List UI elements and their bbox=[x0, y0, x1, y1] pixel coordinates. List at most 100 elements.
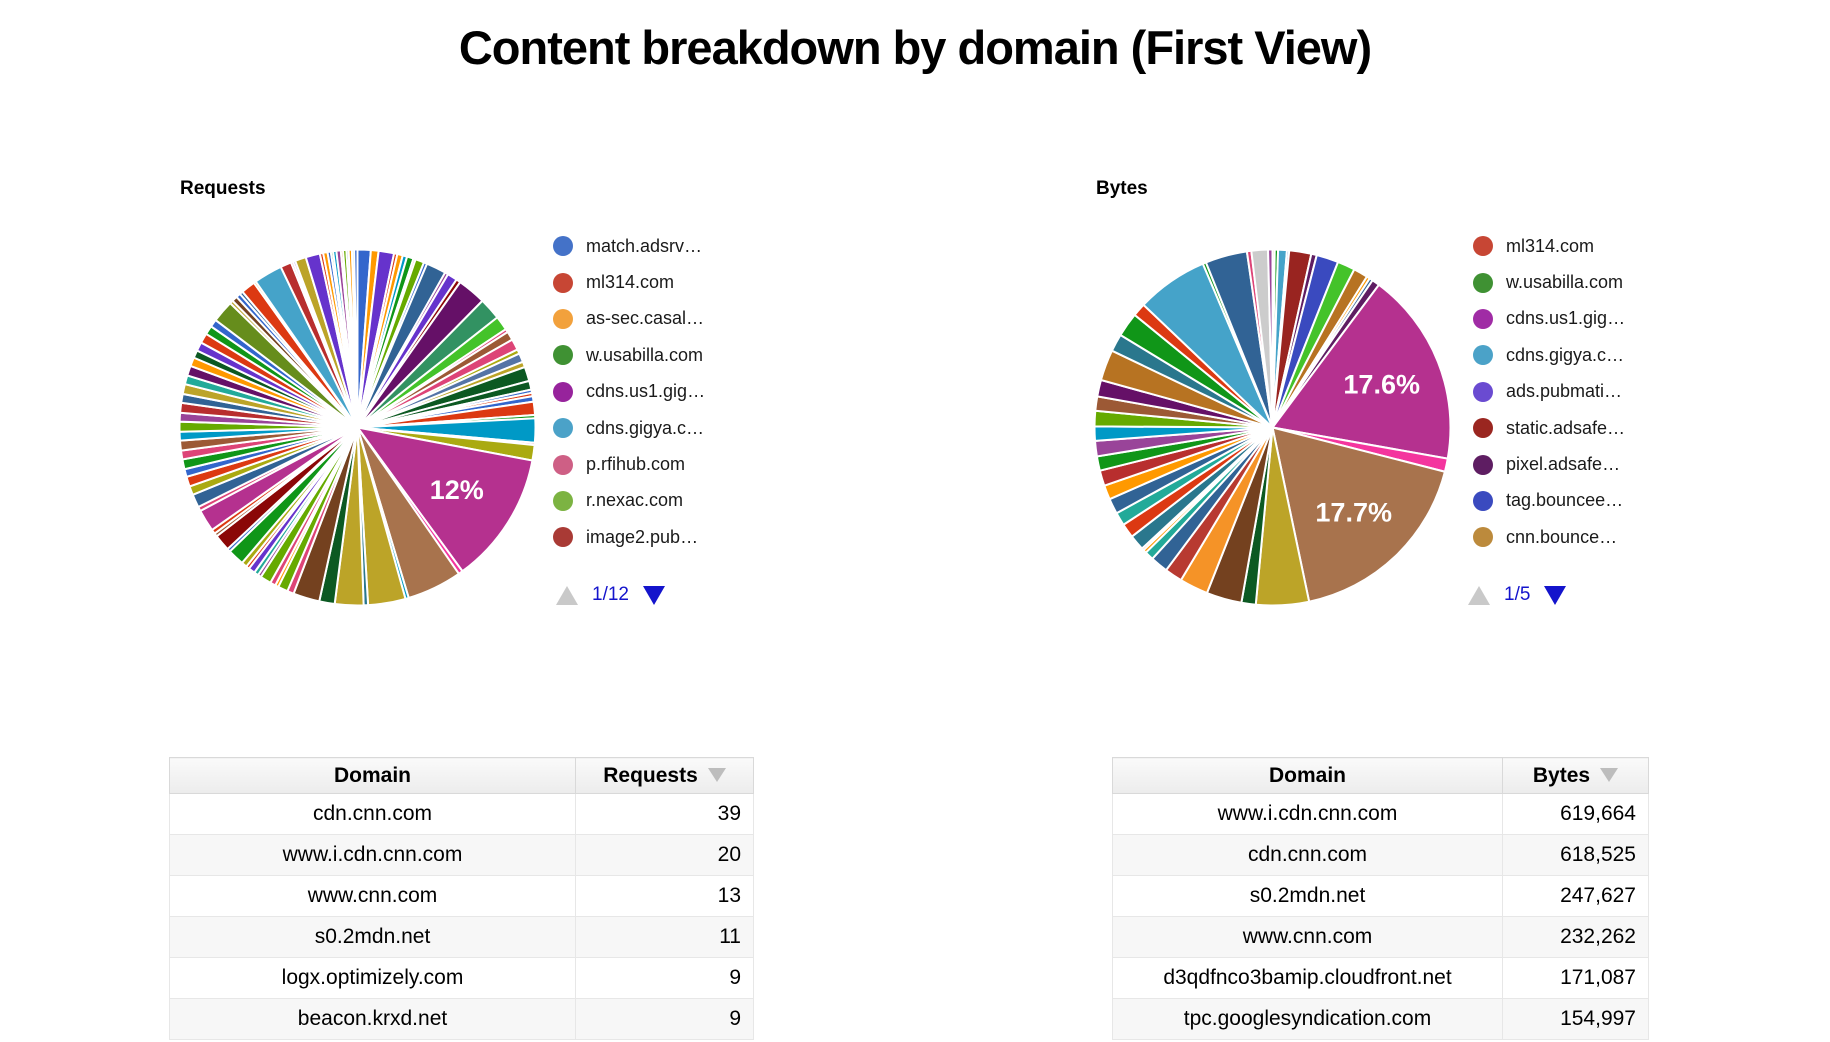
domain-cell: www.cnn.com bbox=[169, 875, 576, 917]
value-cell: 619,664 bbox=[1502, 793, 1649, 835]
bytes-column-header[interactable]: Bytes bbox=[1502, 757, 1649, 794]
pie-slice[interactable] bbox=[1271, 426, 1447, 603]
domain-column-header[interactable]: Domain bbox=[169, 757, 576, 794]
requests-pie-chart[interactable]: 12% bbox=[170, 240, 545, 615]
legend-item: cnn.bounce… bbox=[1473, 519, 1703, 555]
legend-item-label: ml314.com bbox=[586, 272, 675, 293]
legend-item: ml314.com bbox=[1473, 228, 1703, 264]
legend-color-dot-icon bbox=[553, 527, 573, 548]
pie-slice[interactable] bbox=[353, 248, 359, 428]
table-row: www.cnn.com 13 bbox=[169, 875, 754, 917]
domain-cell: s0.2mdn.net bbox=[1112, 875, 1503, 917]
requests-chart-title: Requests bbox=[180, 178, 266, 199]
domain-cell: www.i.cdn.cnn.com bbox=[169, 834, 576, 876]
legend-color-dot-icon bbox=[553, 454, 573, 475]
pie-slice-percent-label: 17.6% bbox=[1343, 369, 1420, 399]
value-cell: 232,262 bbox=[1502, 916, 1649, 958]
legend-item: ml314.com bbox=[553, 264, 783, 300]
table-row: cdn.cnn.com 618,525 bbox=[1112, 834, 1649, 876]
legend-item: image2.pub… bbox=[553, 519, 783, 555]
legend-item-label: match.adsrv… bbox=[586, 235, 703, 256]
legend-color-dot-icon bbox=[1473, 345, 1493, 366]
bytes-legend: ml314.com w.usabilla.com cdns.us1.gig… cdns… bbox=[1473, 228, 1703, 556]
legend-color-dot-icon bbox=[553, 308, 573, 329]
legend-item-label: w.usabilla.com bbox=[586, 344, 704, 365]
value-cell: 11 bbox=[575, 916, 754, 958]
pie-slice[interactable] bbox=[355, 426, 534, 573]
legend-color-dot-icon bbox=[1473, 418, 1493, 439]
legend-page-down-icon[interactable] bbox=[1544, 585, 1567, 605]
requests-table: Domain Requests cdn.cnn.com 39 www.i.cdn.c… bbox=[169, 757, 754, 1040]
legend-item: match.adsrv… bbox=[553, 228, 783, 264]
bytes-chart-title: Bytes bbox=[1096, 178, 1148, 199]
legend-item: as-sec.casal… bbox=[553, 301, 783, 337]
sort-descending-icon bbox=[1600, 767, 1619, 782]
legend-color-dot-icon bbox=[1473, 308, 1493, 329]
legend-color-dot-icon bbox=[1473, 490, 1493, 511]
legend-item-label: ml314.com bbox=[1506, 235, 1595, 256]
domain-cell: cdn.cnn.com bbox=[169, 793, 576, 835]
legend-color-dot-icon bbox=[1473, 381, 1493, 402]
table-header-row: Domain Bytes bbox=[1112, 757, 1649, 794]
legend-page-down-icon[interactable] bbox=[642, 585, 665, 605]
table-row: cdn.cnn.com 39 bbox=[169, 793, 754, 835]
value-cell: 618,525 bbox=[1502, 834, 1649, 876]
table-row: www.i.cdn.cnn.com 20 bbox=[169, 834, 754, 876]
table-row: s0.2mdn.net 247,627 bbox=[1112, 875, 1649, 917]
bytes-table: Domain Bytes www.i.cdn.cnn.com 619,664 cdn… bbox=[1112, 757, 1649, 1040]
legend-item-label: static.adsafe… bbox=[1506, 417, 1626, 438]
table-row: tpc.googlesyndication.com 154,997 bbox=[1112, 998, 1649, 1040]
legend-item-label: pixel.adsafe… bbox=[1506, 454, 1621, 475]
pie-slice[interactable] bbox=[1267, 248, 1274, 428]
legend-item-label: cdns.gigya.c… bbox=[1506, 344, 1625, 365]
legend-item: cdns.us1.gig… bbox=[553, 374, 783, 410]
legend-item-label: w.usabilla.com bbox=[1506, 272, 1624, 293]
legend-item-label: cdns.us1.gig… bbox=[1506, 308, 1626, 329]
legend-color-dot-icon bbox=[553, 418, 573, 439]
value-cell: 247,627 bbox=[1502, 875, 1649, 917]
pie-slice-percent-label: 12% bbox=[430, 475, 484, 505]
legend-item-label: p.rfihub.com bbox=[586, 454, 686, 475]
domain-cell: s0.2mdn.net bbox=[169, 916, 576, 958]
legend-color-dot-icon bbox=[553, 345, 573, 366]
legend-page-indicator: 1/5 bbox=[1504, 584, 1531, 605]
legend-item-label: cdns.gigya.c… bbox=[586, 417, 705, 438]
legend-color-dot-icon bbox=[553, 236, 573, 257]
legend-item: pixel.adsafe… bbox=[1473, 446, 1703, 482]
legend-page-up-icon[interactable] bbox=[1468, 585, 1490, 605]
value-cell: 39 bbox=[575, 793, 754, 835]
legend-color-dot-icon bbox=[1473, 236, 1493, 257]
table-row: s0.2mdn.net 11 bbox=[169, 916, 754, 958]
pie-slice[interactable] bbox=[1270, 283, 1452, 460]
table-header-row: Domain Requests bbox=[169, 757, 754, 794]
bytes-pie-chart[interactable]: 17.6% 17.7% bbox=[1085, 240, 1460, 615]
legend-item-label: r.nexac.com bbox=[586, 490, 684, 511]
legend-item: r.nexac.com bbox=[553, 483, 783, 519]
legend-item: w.usabilla.com bbox=[1473, 264, 1703, 300]
requests-legend-pager: 1/12 bbox=[556, 584, 665, 606]
legend-item-label: as-sec.casal… bbox=[586, 308, 705, 329]
table-row: www.i.cdn.cnn.com 619,664 bbox=[1112, 793, 1649, 835]
requests-column-header[interactable]: Requests bbox=[575, 757, 754, 794]
domain-cell: d3qdfnco3bamip.cloudfront.net bbox=[1112, 957, 1503, 999]
sort-descending-icon bbox=[707, 767, 726, 782]
domain-cell: beacon.krxd.net bbox=[169, 998, 576, 1040]
legend-item-label: ads.pubmati… bbox=[1506, 381, 1623, 402]
legend-color-dot-icon bbox=[1473, 454, 1493, 475]
legend-item: cdns.gigya.c… bbox=[553, 410, 783, 446]
legend-page-up-icon[interactable] bbox=[556, 585, 578, 605]
domain-cell: logx.optimizely.com bbox=[169, 957, 576, 999]
legend-color-dot-icon bbox=[1473, 527, 1493, 548]
domain-column-header[interactable]: Domain bbox=[1112, 757, 1503, 794]
legend-item-label: cdns.us1.gig… bbox=[586, 381, 706, 402]
requests-legend: match.adsrv… ml314.com as-sec.casal… w.usab… bbox=[553, 228, 783, 556]
legend-item: tag.bouncee… bbox=[1473, 483, 1703, 519]
domain-cell: cdn.cnn.com bbox=[1112, 834, 1503, 876]
legend-item: cdns.gigya.c… bbox=[1473, 337, 1703, 373]
legend-item: w.usabilla.com bbox=[553, 337, 783, 373]
value-cell: 154,997 bbox=[1502, 998, 1649, 1040]
table-row: d3qdfnco3bamip.cloudfront.net 171,087 bbox=[1112, 957, 1649, 999]
domain-cell: tpc.googlesyndication.com bbox=[1112, 998, 1503, 1040]
value-cell: 9 bbox=[575, 957, 754, 999]
